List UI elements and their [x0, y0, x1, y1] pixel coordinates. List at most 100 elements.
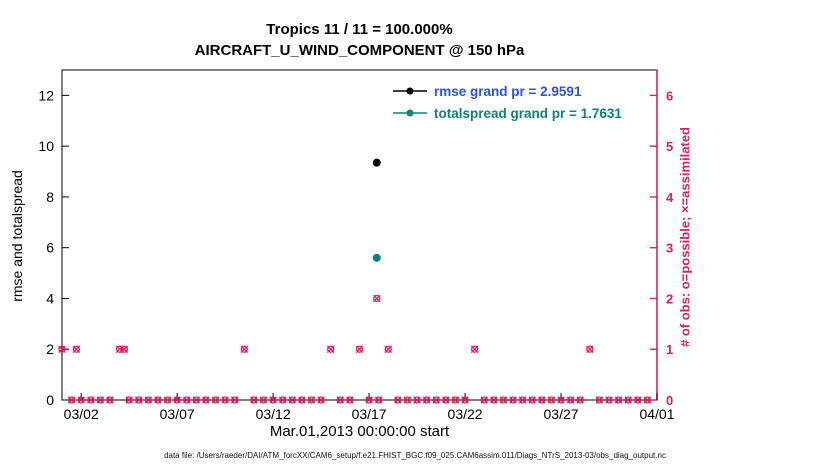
right-tick-label: 6	[666, 88, 673, 103]
obs-marker	[442, 396, 450, 404]
obs-marker	[566, 396, 575, 404]
left-axis-label: rmse and totalspread	[9, 170, 25, 302]
left-tick-label: 4	[46, 290, 54, 306]
obs-marker	[120, 345, 129, 353]
obs-marker	[470, 345, 479, 353]
obs-marker	[269, 396, 277, 404]
obs-marker	[461, 396, 469, 404]
left-tick-label: 12	[38, 87, 54, 103]
right-axis-label: # of obs: o=possible; ×=assimilated	[677, 127, 693, 347]
right-tick-label: 0	[666, 393, 673, 408]
obs-marker	[192, 396, 201, 404]
x-tick-label: 03/02	[64, 406, 99, 422]
rmse-legend-label: rmse grand pr = 2.9591	[434, 83, 582, 99]
totalspread-legend-marker	[393, 109, 427, 117]
obs-marker	[144, 396, 153, 404]
obs-marker	[643, 396, 652, 404]
obs-marker	[634, 396, 642, 404]
obs-marker	[605, 396, 613, 404]
obs-marker	[72, 345, 81, 353]
obs-marker	[422, 396, 431, 404]
obs-marker	[230, 396, 239, 404]
obs-marker	[346, 396, 354, 404]
left-tick-label: 2	[46, 341, 54, 357]
obs-marker	[547, 396, 556, 404]
obs-marker	[576, 396, 584, 404]
obs-marker	[432, 396, 441, 404]
obs-marker	[221, 396, 229, 404]
obs-marker	[384, 345, 393, 353]
obs-marker	[154, 396, 162, 404]
right-tick-label: 4	[666, 190, 674, 205]
obs-marker	[538, 396, 546, 404]
obs-marker	[518, 396, 527, 404]
obs-marker	[298, 396, 306, 404]
totalspread-legend-label: totalspread grand pr = 1.7631	[434, 105, 622, 121]
obs-marker	[586, 345, 594, 353]
totalspread-point	[372, 253, 381, 262]
obs-marker	[365, 396, 373, 404]
obs-marker	[480, 396, 489, 404]
x-tick-label: 03/12	[256, 406, 291, 422]
left-tick-label: 10	[38, 138, 54, 154]
obs-marker	[557, 396, 565, 404]
obs-marker	[614, 396, 623, 404]
obs-marker	[624, 396, 632, 404]
obs-marker	[58, 345, 66, 353]
obs-marker	[211, 396, 220, 404]
left-tick-label: 6	[46, 240, 54, 256]
legend-item-totalspread: totalspread grand pr = 1.7631	[393, 102, 622, 124]
obs-marker	[106, 396, 114, 404]
plot-title-line1: Tropics 11 / 11 = 100.000%	[266, 21, 453, 38]
obs-marker	[77, 396, 85, 404]
data-file-caption: data file: /Users/raeder/DAI/ATM_forcXX/…	[164, 451, 666, 460]
obs-marker	[163, 396, 172, 404]
obs-count-markers	[58, 294, 652, 404]
obs-marker	[317, 396, 325, 404]
obs-marker	[202, 396, 210, 404]
obs-marker	[413, 396, 421, 404]
right-tick-label: 1	[666, 342, 673, 357]
obs-marker	[595, 396, 604, 404]
obs-marker	[403, 396, 412, 404]
legend-item-rmse: rmse grand pr = 2.9591	[393, 80, 622, 102]
obs-marker	[451, 396, 460, 404]
x-tick-label: 04/01	[639, 406, 674, 422]
obs-marker	[374, 396, 383, 404]
rmse-legend-marker	[393, 87, 427, 95]
obs-marker	[509, 396, 517, 404]
right-tick-label: 5	[666, 139, 673, 154]
obs-marker	[288, 396, 297, 404]
right-tick-label: 3	[666, 241, 673, 256]
obs-marker	[250, 396, 258, 404]
obs-marker	[394, 396, 402, 404]
right-axis-ticks: 0 1 2 3 4 5 6	[650, 88, 674, 408]
rmse-point	[372, 158, 381, 167]
obs-marker	[373, 294, 381, 303]
obs-marker	[96, 396, 105, 404]
x-axis-ticks: 03/02 03/07 03/12 03/17 03/22 03/27 04/01	[64, 393, 675, 422]
obs-marker	[490, 396, 498, 404]
obs-marker	[173, 396, 181, 404]
left-tick-label: 0	[46, 392, 54, 408]
left-axis-ticks: 0 2 4 6 8 10 12	[38, 87, 69, 408]
obs-marker	[135, 396, 143, 404]
legend: rmse grand pr = 2.9591 totalspread grand…	[393, 80, 622, 124]
plot-title-line2: AIRCRAFT_U_WIND_COMPONENT @ 150 hPa	[194, 42, 525, 59]
obs-marker	[278, 396, 287, 404]
x-tick-label: 03/22	[448, 406, 483, 422]
x-axis-label: Mar.01,2013 00:00:00 start	[269, 423, 450, 440]
obs-marker	[307, 396, 316, 404]
left-tick-label: 8	[46, 189, 54, 205]
obs-marker	[67, 396, 76, 404]
obs-marker	[528, 396, 537, 404]
obs-marker	[87, 396, 95, 404]
obs-marker	[240, 345, 249, 353]
x-tick-label: 03/27	[544, 406, 579, 422]
x-tick-label: 03/17	[352, 406, 387, 422]
x-tick-label: 03/07	[160, 406, 195, 422]
obs-marker	[259, 396, 268, 404]
obs-marker	[499, 396, 508, 404]
